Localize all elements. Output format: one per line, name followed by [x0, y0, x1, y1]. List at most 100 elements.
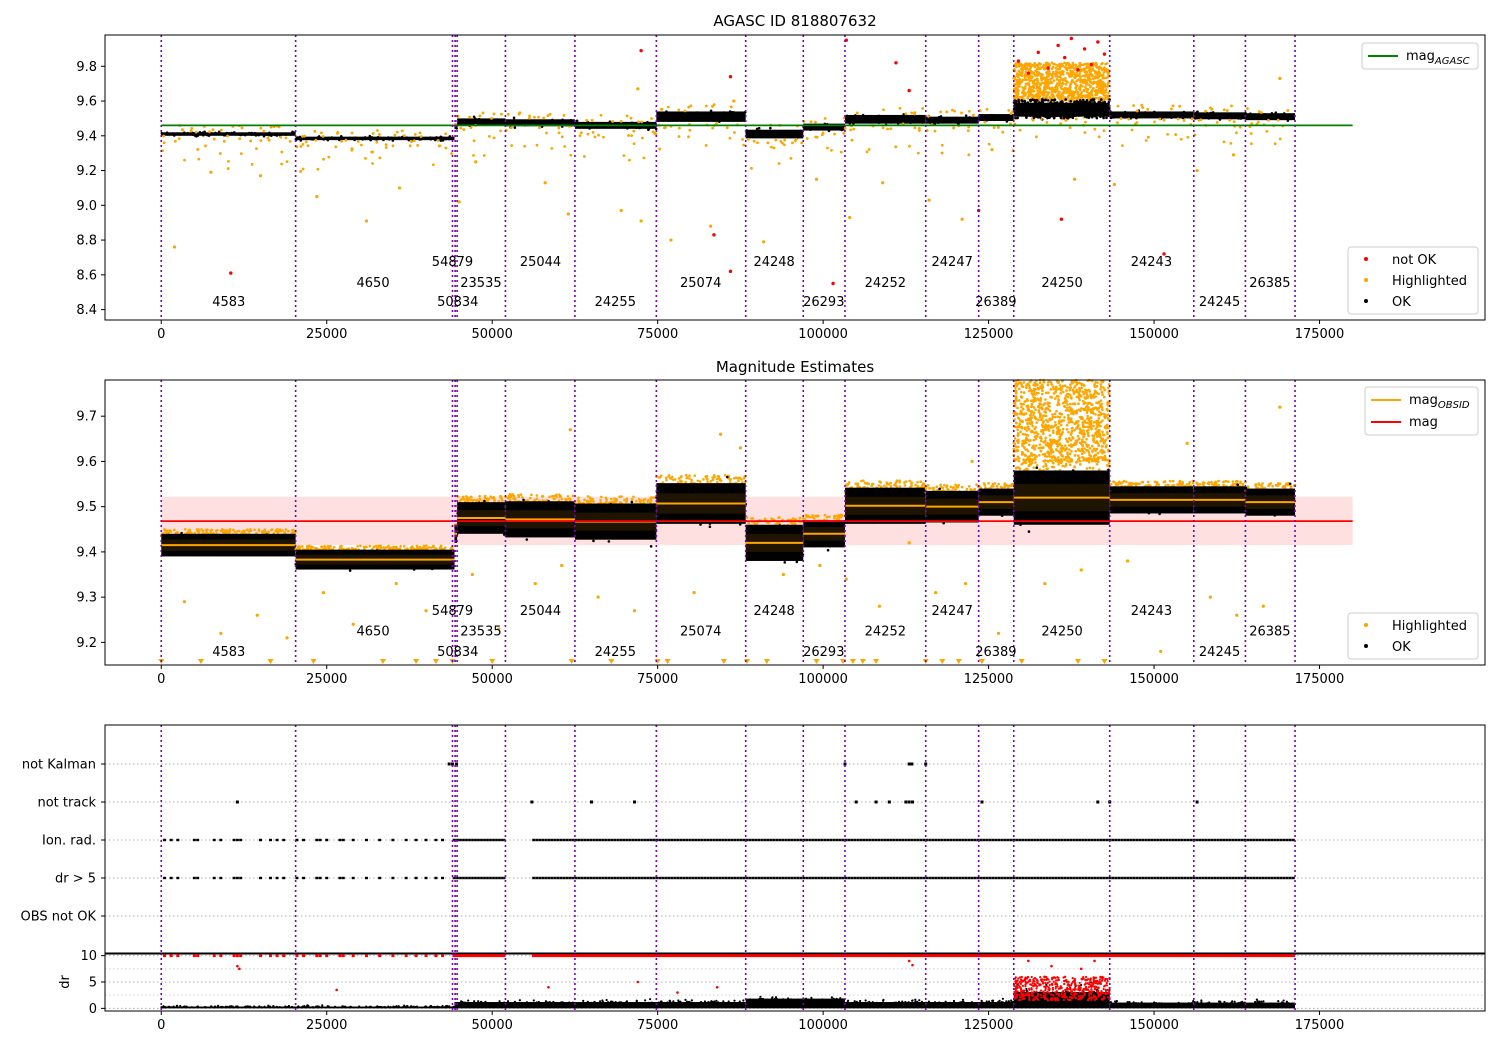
highlighted-point — [1093, 75, 1097, 78]
highlighted-point — [571, 494, 575, 498]
ok-point — [708, 522, 712, 525]
highlighted-point — [1103, 67, 1107, 71]
ok-point — [493, 118, 496, 122]
obsid-label: 50834 — [437, 295, 478, 310]
ok-point — [363, 137, 367, 141]
ok-point — [902, 118, 905, 122]
highlighted-point — [639, 499, 643, 502]
highlighted-point — [1052, 79, 1056, 82]
ok-point — [275, 134, 279, 137]
ok-point — [1286, 119, 1290, 122]
ok-point — [400, 137, 404, 141]
highlighted-point — [163, 528, 166, 531]
highlighted-point — [823, 513, 827, 517]
ok-point — [254, 134, 258, 137]
ok-point — [439, 135, 443, 139]
ok-point — [184, 535, 188, 539]
highlighted-point — [1046, 78, 1050, 82]
ok-point — [319, 565, 323, 569]
ok-point — [872, 116, 876, 120]
highlighted-point — [439, 544, 443, 548]
ok-point — [858, 492, 861, 496]
ok-point — [179, 536, 183, 539]
highlighted-point — [816, 514, 820, 517]
highlighted-point — [460, 497, 464, 501]
highlighted-point — [766, 141, 770, 145]
highlighted-point — [371, 162, 374, 165]
ok-point — [352, 137, 356, 141]
highlighted-point — [538, 126, 541, 130]
ok-point — [854, 114, 857, 117]
ok-point — [626, 534, 629, 537]
highlighted-point — [919, 480, 923, 484]
ok-point — [886, 115, 890, 119]
panel-agasc-title: AGASC ID 818807632 — [713, 12, 876, 30]
highlighted-point — [376, 129, 379, 132]
ok-point — [726, 485, 729, 489]
ok-point — [907, 118, 910, 122]
highlighted-point — [218, 152, 222, 155]
ok-point — [1178, 112, 1182, 115]
ok-point — [699, 490, 702, 493]
ok-point — [441, 136, 444, 139]
x-tick-label: 175000 — [1295, 327, 1345, 342]
highlighted-point — [1116, 104, 1120, 108]
highlighted-point — [415, 544, 419, 548]
ok-point — [227, 551, 231, 555]
highlighted-point — [1018, 128, 1022, 132]
highlighted-point — [222, 139, 226, 143]
highlighted-point — [543, 181, 547, 185]
ok-point — [646, 120, 649, 124]
highlighted-point — [208, 130, 211, 134]
highlighted-point — [322, 157, 325, 161]
highlighted-point — [1069, 83, 1072, 86]
highlighted-point — [1146, 108, 1150, 111]
not-ok-point — [712, 233, 716, 237]
ok-point — [658, 484, 662, 487]
ok-point — [527, 121, 531, 125]
ok-point — [1046, 116, 1049, 120]
highlighted-point — [420, 546, 423, 550]
highlighted-point — [1053, 72, 1056, 76]
highlighted-point — [384, 143, 388, 147]
highlighted-point — [1116, 121, 1119, 125]
ok-point — [569, 119, 573, 122]
obsid-label: 25074 — [680, 276, 721, 291]
highlighted-point — [1083, 131, 1087, 134]
highlighted-point — [966, 129, 970, 133]
ok-point — [1080, 107, 1084, 110]
highlighted-point — [627, 134, 630, 137]
highlighted-point — [836, 517, 839, 521]
highlighted-point — [1036, 70, 1040, 74]
highlighted-point — [618, 495, 621, 498]
highlighted-point — [280, 162, 283, 166]
highlighted-point — [1067, 66, 1071, 70]
ok-point — [436, 551, 440, 554]
ok-point — [1048, 108, 1052, 112]
ok-point — [561, 122, 565, 125]
highlighted-point — [1047, 91, 1051, 94]
highlighted-point — [1060, 92, 1063, 96]
ok-point — [483, 499, 486, 503]
ok-point — [649, 545, 653, 548]
highlighted-point — [1141, 106, 1145, 110]
highlighted-point — [967, 153, 971, 157]
ok-point — [351, 564, 354, 568]
highlighted-point — [894, 482, 897, 485]
highlighted-point — [262, 129, 266, 133]
highlighted-point — [183, 158, 186, 162]
highlighted-point — [1195, 168, 1199, 173]
highlighted-point — [537, 115, 540, 119]
x-tick-label: 150000 — [1129, 327, 1179, 342]
ok-point — [862, 515, 866, 518]
highlighted-point — [1046, 75, 1049, 78]
highlighted-point — [226, 530, 229, 534]
highlighted-point — [1031, 89, 1035, 93]
highlighted-point — [913, 112, 916, 116]
ok-point — [316, 136, 320, 139]
highlighted-point — [1044, 79, 1047, 82]
ok-point — [512, 116, 516, 120]
highlighted-point — [269, 125, 273, 129]
highlighted-point — [630, 498, 634, 501]
highlighted-point — [196, 530, 200, 533]
